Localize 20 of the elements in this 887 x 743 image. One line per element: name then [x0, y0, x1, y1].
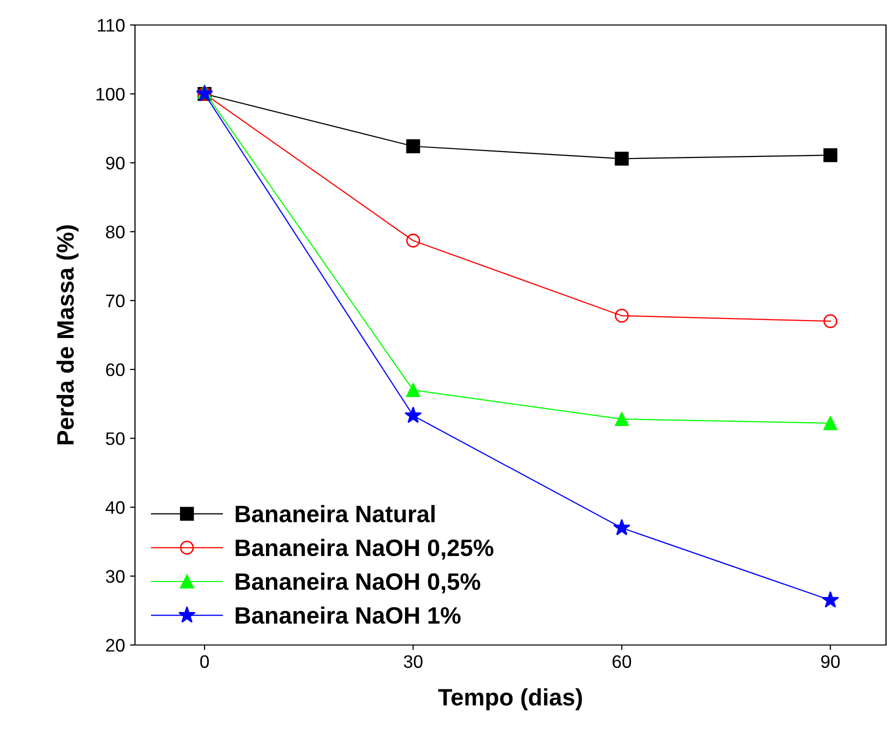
y-tick-label: 30 — [106, 570, 125, 583]
legend-label: Bananeira NaOH 0,5% — [236, 572, 480, 594]
legend-label: Bananeira NaOH 0,25% — [236, 538, 494, 560]
legend-label: Bananeira NaOH 1% — [236, 606, 461, 624]
x-tick-label: 60 — [612, 655, 632, 668]
y-tick-label: 90 — [106, 156, 125, 170]
y-axis-title: Perda de Massa (%) — [56, 225, 78, 444]
y-tick-label: 40 — [106, 501, 125, 514]
y-tick-label: 50 — [106, 432, 125, 446]
y-tick-label: 80 — [106, 226, 125, 238]
x-tick-label: 90 — [821, 655, 840, 668]
y-tick-label: 100 — [96, 88, 125, 101]
x-axis-title: Tempo (dias) — [438, 688, 582, 710]
legend-label: Bananeira Natural — [236, 505, 435, 522]
x-tick-label: 0 — [200, 655, 209, 668]
y-tick-label: 20 — [106, 638, 125, 652]
y-tick-label: 60 — [106, 363, 125, 376]
y-tick-label: 70 — [106, 294, 125, 308]
x-tick-label: 30 — [404, 655, 422, 668]
y-tick-label: 110 — [98, 18, 125, 32]
